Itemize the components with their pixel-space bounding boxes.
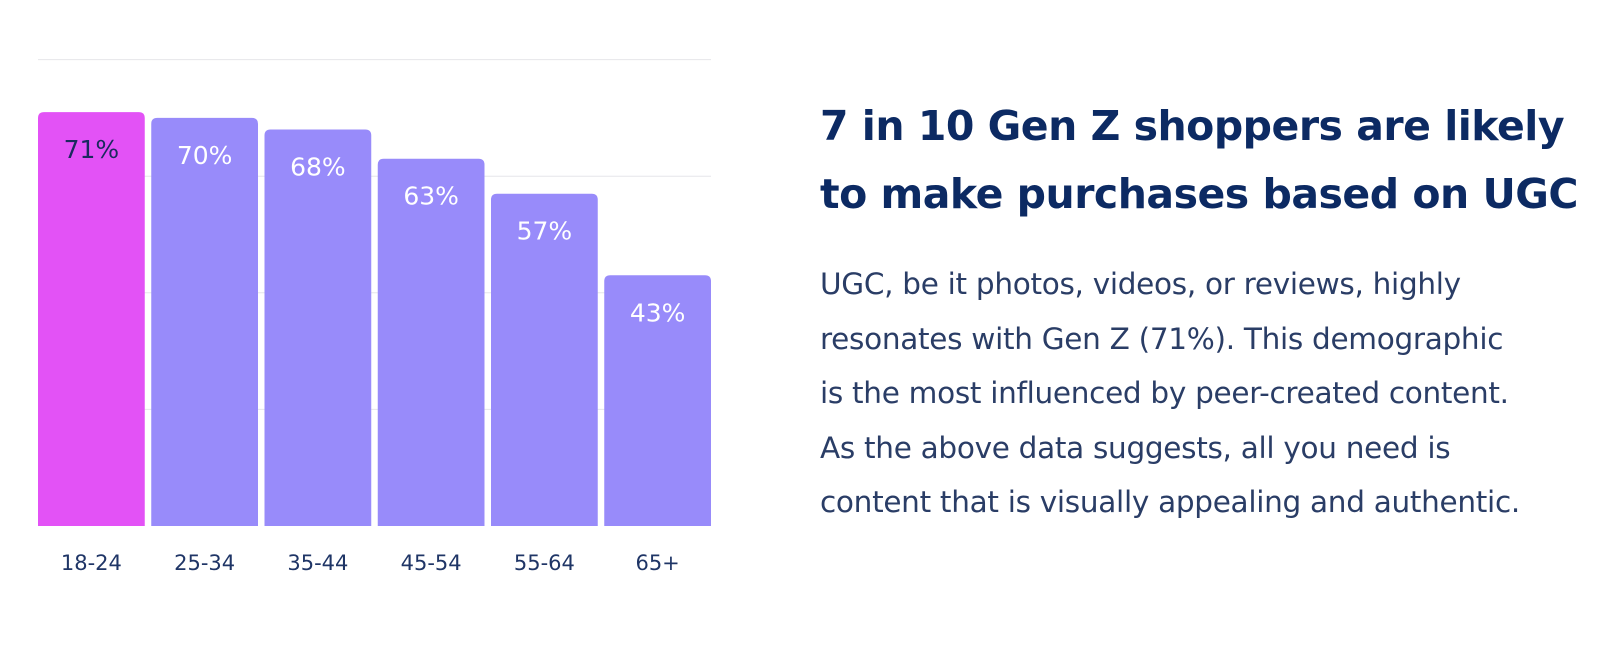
headline: 7 in 10 Gen Z shoppers are likely to mak… xyxy=(820,92,1590,228)
headline-line-1: 7 in 10 Gen Z shoppers are likely xyxy=(820,102,1565,150)
bar-55-64 xyxy=(491,193,598,526)
x-tick-label: 25-34 xyxy=(174,551,235,575)
body-paragraph: UGC, be it photos, videos, or reviews, h… xyxy=(820,257,1560,530)
data-label: 71% xyxy=(64,135,120,164)
bar-65+ xyxy=(604,275,711,526)
bar-45-54 xyxy=(377,158,485,526)
x-tick-label: 55-64 xyxy=(514,551,575,575)
body-line: resonates with Gen Z (71%). This demogra… xyxy=(820,321,1504,356)
x-tick-label: 45-54 xyxy=(401,551,462,575)
x-tick-label: 35-44 xyxy=(287,551,348,575)
data-label: 68% xyxy=(290,153,346,182)
body-line: As the above data suggests, all you need… xyxy=(820,430,1451,465)
x-tick-label: 18-24 xyxy=(61,551,122,575)
bar-35-44 xyxy=(264,129,372,526)
bar-18-24 xyxy=(38,112,145,526)
data-label: 57% xyxy=(517,217,573,246)
data-label: 70% xyxy=(177,141,233,170)
bar-chart: 71% 18-24 70% 25-34 68% 35-44 63% 45-54 57% 55-64… xyxy=(38,59,711,575)
data-label: 43% xyxy=(630,298,686,327)
bar-25-34 xyxy=(151,117,258,527)
x-tick-label: 65+ xyxy=(635,551,679,575)
body-line: UGC, be it photos, videos, or reviews, h… xyxy=(820,267,1461,301)
data-label: 63% xyxy=(403,182,459,211)
body-line: content that is visually appealing and a… xyxy=(820,485,1520,519)
headline-line-2: to make purchases based on UGC xyxy=(820,170,1579,218)
body-line: is the most influenced by peer-created c… xyxy=(820,376,1509,410)
